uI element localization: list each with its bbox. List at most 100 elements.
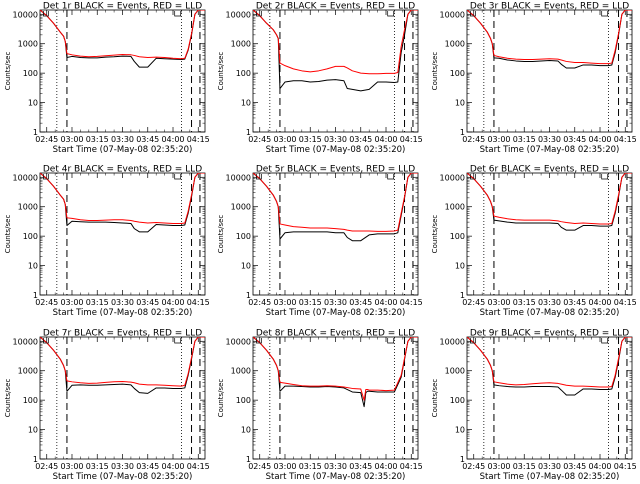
x-tick-label: 04:15 [400,135,423,144]
x-tick-label: 02:45 [248,462,271,471]
y-axis-label: Counts/sec [431,379,439,418]
y-tick-label: 100 [23,69,38,78]
y-axis-label: Counts/sec [4,379,12,418]
plot-area [40,173,205,295]
x-tick-label: 03:15 [86,462,109,471]
plot-area [40,10,205,132]
y-tick-label: 1000 [231,367,251,376]
top-bracket-marker [174,11,182,17]
x-tick-label: 04:15 [614,298,637,307]
y-tick-label: 1000 [445,203,465,212]
x-axis-label: Start Time (07-May-08 02:35:20) [266,308,406,318]
y-tick-label: 100 [450,396,465,405]
y-tick-label: 1000 [231,40,251,49]
plot-frame [466,336,633,460]
y-tick-label: 10 [455,262,465,271]
events-series-line [467,173,632,231]
plot-area [40,337,205,459]
y-tick-label: 10000 [226,173,251,182]
y-tick-label: 1 [33,128,38,137]
plot-frame [466,9,633,133]
x-tick-label: 02:45 [462,298,485,307]
x-tick-label: 03:45 [136,462,159,471]
plot-frame [466,172,633,296]
x-tick-label: 03:00 [273,462,296,471]
x-tick-label: 04:00 [374,135,397,144]
x-tick-label: 03:45 [563,462,586,471]
y-tick-label: 1000 [18,367,38,376]
y-tick-label: 10 [28,262,38,271]
x-tick-label: 03:00 [487,298,510,307]
x-tick-label: 03:45 [136,298,159,307]
top-bracket-marker [387,174,395,180]
y-tick-label: 10000 [440,10,465,19]
y-tick-label: 100 [450,69,465,78]
x-tick-label: 04:00 [161,135,184,144]
x-axis-label: Start Time (07-May-08 02:35:20) [480,308,620,318]
x-tick-label: 03:45 [349,298,372,307]
x-tick-label: 04:00 [588,462,611,471]
y-tick-label: 10 [241,426,251,435]
detector-panel-1: Det 1r BLACK = Events, RED = LLD 1 10 100 10… [4,2,210,156]
y-tick-label: 10 [455,99,465,108]
y-tick-label: 10 [455,426,465,435]
detector-panel-5: Det 5r BLACK = Events, RED = LLD 1 10 100 10… [217,165,423,319]
y-tick-label: 10000 [226,337,251,346]
panel-title: Det 8r BLACK = Events, RED = LLD [256,329,415,339]
panel-title: Det 1r BLACK = Events, RED = LLD [43,2,202,12]
x-tick-label: 03:45 [563,135,586,144]
x-tick-label: 03:15 [86,135,109,144]
x-tick-label: 02:45 [462,135,485,144]
x-tick-label: 03:30 [111,298,134,307]
lld-series-line [40,337,205,387]
detector-panel-8: Det 8r BLACK = Events, RED = LLD 1 10 100 10… [217,329,423,483]
detector-panel-9: Det 9r BLACK = Events, RED = LLD 1 10 100 10… [431,329,637,483]
x-tick-label: 02:45 [462,462,485,471]
y-tick-label: 10 [241,262,251,271]
y-axis-label: Counts/sec [431,215,439,254]
x-tick-label: 04:00 [161,298,184,307]
top-bracket-marker [470,338,476,344]
x-tick-label: 03:15 [513,462,536,471]
plot-frame [39,9,206,133]
detector-panel-6: Det 6r BLACK = Events, RED = LLD 1 10 100 10… [431,165,637,319]
x-tick-label: 03:15 [513,298,536,307]
y-tick-label: 1 [460,128,465,137]
panel-title: Det 9r BLACK = Events, RED = LLD [470,329,629,339]
top-bracket-marker [174,174,182,180]
plot-frame [252,336,419,460]
x-tick-label: 04:15 [614,135,637,144]
events-series-line [40,337,205,394]
x-tick-label: 02:45 [35,462,58,471]
top-bracket-marker [256,11,262,17]
top-bracket-marker [43,338,49,344]
y-tick-label: 1000 [18,40,38,49]
x-tick-label: 03:00 [487,462,510,471]
y-axis-label: Counts/sec [217,52,225,91]
y-tick-label: 10000 [13,337,38,346]
x-axis-label: Start Time (07-May-08 02:35:20) [266,145,406,155]
plot-area [467,173,632,295]
x-tick-label: 04:00 [588,298,611,307]
y-tick-label: 100 [236,69,251,78]
top-bracket-marker [43,174,49,180]
lld-series-line [253,173,418,232]
detector-panel-3: Det 3r BLACK = Events, RED = LLD 1 10 100 10… [431,2,637,156]
y-tick-label: 1 [33,291,38,300]
y-tick-label: 1000 [445,40,465,49]
y-tick-label: 10 [28,99,38,108]
plot-frame [39,172,206,296]
x-axis-label: Start Time (07-May-08 02:35:20) [480,145,620,155]
x-tick-label: 04:00 [161,462,184,471]
y-tick-label: 1 [246,455,251,464]
panel-title: Det 5r BLACK = Events, RED = LLD [256,165,415,175]
top-bracket-marker [256,174,262,180]
x-tick-label: 03:00 [60,135,83,144]
x-axis-label: Start Time (07-May-08 02:35:20) [53,308,193,318]
x-tick-label: 02:45 [35,298,58,307]
x-tick-label: 03:00 [60,462,83,471]
x-axis-label: Start Time (07-May-08 02:35:20) [266,472,406,480]
y-tick-label: 10 [28,426,38,435]
x-tick-label: 03:30 [111,135,134,144]
lld-series-line [253,337,418,401]
